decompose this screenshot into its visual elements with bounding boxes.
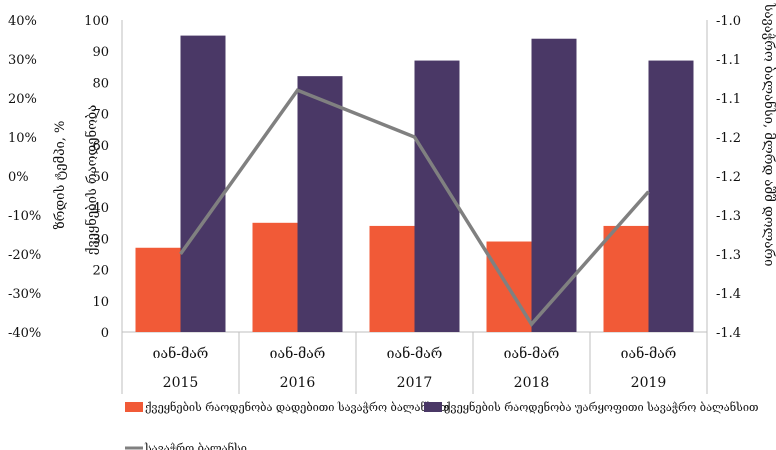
bar-positive — [252, 222, 298, 332]
left-axis-tick: 100 — [84, 14, 109, 29]
far-left-axis-tick: -10% — [8, 209, 41, 224]
left-axis-tick: 40 — [92, 201, 109, 216]
right-axis-tick: -1.2 — [716, 170, 741, 185]
category-label: იან-მარ — [153, 344, 209, 362]
category-label: იან-მარ — [387, 344, 443, 362]
right-axis-tick: -1.1 — [716, 53, 741, 68]
trade-balance-line — [179, 88, 650, 328]
left-axis-tick: 50 — [92, 170, 109, 185]
legend-label: ქვეყნების რაოდენობა უარყოფითი სავაჭრო ბა… — [444, 401, 758, 414]
far-left-axis: ზრდის ტემპი, % — [53, 121, 68, 230]
far-left-axis-ticks: -40% -30% -20% -10% 0% 10% 20% 30% 40% — [8, 14, 41, 341]
far-left-axis-tick: -20% — [8, 248, 41, 263]
line-series — [179, 88, 650, 328]
category-year: 2018 — [514, 375, 550, 391]
far-left-axis-tick: 10% — [8, 131, 37, 146]
right-axis-ticks: -1.4 -1.4 -1.3 -1.3 -1.2 -1.2 -1.1 -1.1 -1.0 — [716, 14, 741, 341]
right-axis: სავაჭრო ბალანსი, მლრდ აშშ დოლარი — [761, 3, 776, 267]
right-axis-tick: -1.0 — [716, 14, 741, 29]
category-label: იან-მარ — [621, 344, 677, 362]
category-year: 2016 — [280, 375, 316, 391]
far-left-axis-tick: 0% — [8, 170, 29, 185]
bar-negative — [648, 60, 694, 333]
legend-label: სავაჭრო ბალანსი — [144, 442, 247, 450]
left-axis: ქვეყნების რაოდენობა — [84, 105, 100, 256]
far-left-axis-tick: -40% — [8, 326, 41, 341]
left-axis-tick: 80 — [92, 76, 109, 91]
legend: ქვეყნების რაოდენობა დადებითი სავაჭრო ბალ… — [125, 401, 758, 450]
legend-label: ქვეყნების რაოდენობა დადებითი სავაჭრო ბალ… — [145, 401, 449, 414]
category-label: იან-მარ — [504, 344, 560, 362]
far-left-axis-tick: 40% — [8, 14, 37, 29]
right-axis-tick: -1.1 — [716, 92, 741, 107]
bar-negative — [297, 76, 343, 332]
left-axis-label: ქვეყნების რაოდენობა — [84, 105, 100, 256]
far-left-axis-tick: 20% — [8, 92, 37, 107]
bar-positive — [603, 225, 649, 332]
left-axis-tick: 30 — [92, 232, 109, 247]
category-year: 2017 — [397, 375, 433, 391]
left-axis-ticks: 0 10 20 30 40 50 60 70 80 90 100 — [84, 14, 109, 341]
far-left-axis-tick: -30% — [8, 287, 41, 302]
right-axis-tick: -1.2 — [716, 131, 741, 146]
left-axis-tick: 90 — [92, 45, 109, 60]
category-label: იან-მარ — [270, 344, 326, 362]
right-axis-label: სავაჭრო ბალანსი, მლრდ აშშ დოლარი — [761, 3, 776, 267]
bars — [135, 35, 694, 333]
bar-positive — [135, 247, 181, 332]
legend-swatch — [424, 402, 442, 412]
right-axis-tick: -1.4 — [716, 287, 741, 302]
category-year: 2015 — [163, 375, 199, 391]
legend-swatch — [125, 402, 143, 412]
bar-negative — [180, 35, 226, 332]
far-left-axis-tick: 30% — [8, 53, 37, 68]
category-year: 2019 — [631, 375, 667, 391]
bar-negative — [531, 38, 577, 332]
category-axis: იან-მარ 2015 იან-მარ 2016 იან-მარ 2017 იან-მარ… — [121, 332, 708, 394]
right-axis-tick: -1.3 — [716, 248, 741, 263]
right-axis-tick: -1.4 — [716, 326, 741, 341]
left-axis-tick: 10 — [92, 295, 109, 310]
left-axis-tick: 70 — [92, 108, 109, 123]
right-axis-tick: -1.3 — [716, 209, 741, 224]
far-left-axis-label: ზრდის ტემპი, % — [53, 121, 68, 230]
left-axis-tick: 60 — [92, 139, 109, 154]
bar-positive — [369, 225, 415, 332]
left-axis-tick: 0 — [101, 326, 109, 341]
left-axis-tick: 20 — [92, 264, 109, 279]
